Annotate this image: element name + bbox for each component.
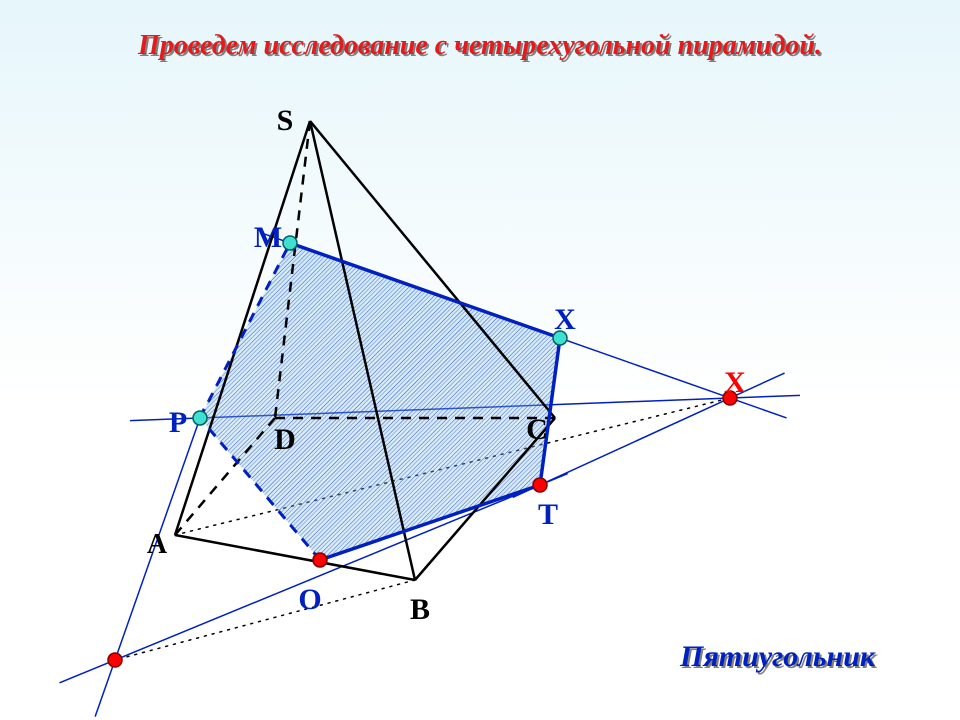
- title-text: Проведем исследование с четырехугольной …: [138, 30, 822, 62]
- label-O: O: [298, 583, 321, 617]
- label-T: T: [538, 498, 558, 532]
- vertex-dot: [193, 411, 207, 425]
- label-X: X: [554, 303, 576, 337]
- label-C: C: [526, 413, 548, 447]
- vertex-dot: [313, 553, 327, 567]
- label-M: M: [254, 221, 282, 255]
- diagram-stage: Проведем исследование с четырехугольной …: [0, 0, 960, 720]
- vertex-dot: [108, 653, 122, 667]
- label-S: S: [277, 104, 294, 138]
- label-X: X: [724, 366, 746, 400]
- label-B: B: [410, 593, 430, 627]
- vertex-dot: [533, 478, 547, 492]
- vertex-dot: [283, 236, 297, 250]
- label-P: P: [169, 406, 187, 440]
- label-A: A: [147, 529, 167, 561]
- diagram-svg: [0, 0, 960, 720]
- label-D: D: [274, 423, 296, 457]
- footer-text: Пятиугольник: [680, 640, 875, 674]
